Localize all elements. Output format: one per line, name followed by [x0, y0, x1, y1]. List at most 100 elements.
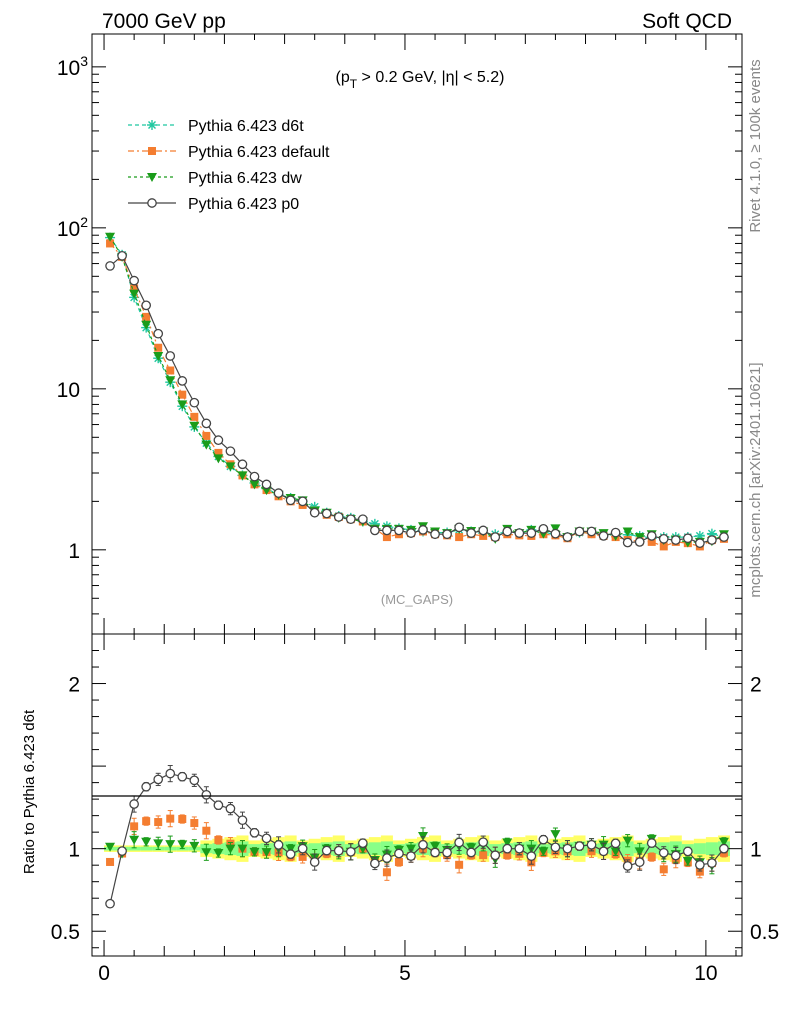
header-right: Soft QCD [642, 10, 732, 33]
ratio-point-dw [634, 847, 645, 857]
watermark: (MC_GAPS) [381, 592, 453, 607]
main-point-p0 [394, 525, 404, 536]
main-point-default [130, 284, 139, 293]
main-point-p0 [682, 533, 693, 544]
ratio-point-p0 [430, 847, 440, 858]
main-point-p0 [707, 535, 717, 545]
main-point-p0 [105, 261, 115, 271]
ratio-point-p0 [610, 838, 621, 849]
ratio-point-default [479, 851, 488, 860]
main-point-dw [237, 471, 248, 481]
rivet-label: Rivet 4.1.0, ≥ 100k events [747, 59, 764, 232]
main-point-p0 [574, 526, 585, 537]
cut-label: (pT > 0.2 GeV, |η| < 5.2) [336, 69, 505, 91]
ratio-point-default [659, 865, 668, 874]
main-point-default [142, 312, 151, 321]
ratio-point-dw [153, 839, 164, 849]
main-point-p0 [466, 528, 477, 538]
ratio-point-p0 [442, 847, 452, 858]
main-point-p0 [153, 328, 164, 339]
main-point-p0 [634, 537, 645, 547]
main-point-p0 [610, 527, 621, 538]
x-tick-label: 5 [399, 962, 411, 985]
main-point-dw [225, 462, 236, 472]
ratio-point-p0 [225, 803, 236, 814]
legend: Pythia 6.423 d6t Pythia 6.423 default Pyth… [128, 118, 330, 213]
ratio-point-dw [622, 836, 633, 846]
ratio-point-p0 [153, 774, 164, 785]
main-point-dw [165, 376, 176, 386]
ratio-point-dw [201, 848, 212, 858]
main-point-p0 [538, 523, 549, 534]
ratio-point-p0 [129, 799, 139, 809]
main-point-p0 [454, 522, 464, 533]
ratio-point-dw [249, 847, 260, 857]
main-point-p0 [514, 528, 525, 538]
ratio-point-dw [502, 838, 513, 848]
main-point-p0 [430, 529, 440, 540]
ratio-point-p0 [357, 838, 368, 849]
ratio-point-p0 [418, 840, 428, 850]
main-point-p0 [646, 531, 657, 541]
main-point-p0 [165, 351, 176, 361]
ratio-point-p0 [309, 857, 320, 867]
main-point-p0 [117, 250, 127, 261]
ratio-point-p0 [490, 850, 501, 861]
ratio-point-default [214, 835, 223, 844]
main-point-p0 [670, 535, 681, 545]
main-point-p0 [345, 514, 356, 525]
ratio-point-p0 [574, 841, 585, 851]
main-point-default [647, 537, 656, 546]
ratio-point-default [647, 853, 656, 862]
ratio-point-dw [189, 841, 200, 851]
main-point-default [178, 390, 187, 399]
main-line-p0 [109, 254, 725, 544]
ratio-point-dw [237, 844, 248, 854]
ratio-point-p0 [550, 842, 561, 853]
main-point-dw [249, 480, 260, 490]
main-point-default [214, 448, 223, 457]
ratio-point-p0 [321, 845, 332, 856]
main-point-p0 [273, 488, 284, 498]
ratio-series [105, 765, 729, 909]
main-point-dw [153, 351, 164, 361]
band-green-bin [308, 843, 321, 855]
main-point-dw [622, 527, 633, 537]
ratio-point-default [178, 815, 187, 824]
band-green-bin [693, 843, 706, 855]
ratio-point-p0 [117, 846, 127, 856]
main-point-p0 [333, 512, 344, 522]
main-point-p0 [695, 538, 705, 549]
main-point-p0 [526, 528, 537, 538]
ratio-point-p0 [249, 827, 260, 838]
main-point-p0 [550, 528, 561, 539]
ratio-y-tick-label-right: 2 [750, 674, 762, 697]
ratio-point-p0 [345, 846, 356, 857]
main-point-p0 [141, 300, 152, 311]
main-point-p0 [382, 525, 392, 536]
ratio-point-default [190, 819, 199, 828]
band-green-bin [368, 842, 381, 856]
main-point-default [190, 412, 199, 421]
ratio-point-p0 [695, 860, 705, 870]
main-series [105, 232, 729, 551]
legend-label-dw: Pythia 6.423 dw [188, 170, 302, 187]
ratio-point-p0 [466, 847, 477, 858]
ratio-point-p0 [586, 839, 597, 850]
ratio-point-dw [177, 840, 188, 850]
ratio-point-p0 [177, 771, 188, 782]
main-point-dw [213, 454, 224, 464]
main-point-default [154, 343, 163, 352]
ratio-point-default [382, 868, 391, 877]
ratio-point-p0 [658, 847, 669, 858]
legend-marker-default [148, 147, 156, 155]
ratio-point-default [130, 822, 139, 831]
ratio-point-dw [261, 848, 272, 858]
main-point-p0 [285, 495, 296, 506]
header-left: 7000 GeV pp [102, 10, 226, 33]
main-point-p0 [357, 514, 368, 525]
x-tick-label: 0 [98, 962, 110, 985]
ratio-point-p0 [285, 849, 296, 860]
